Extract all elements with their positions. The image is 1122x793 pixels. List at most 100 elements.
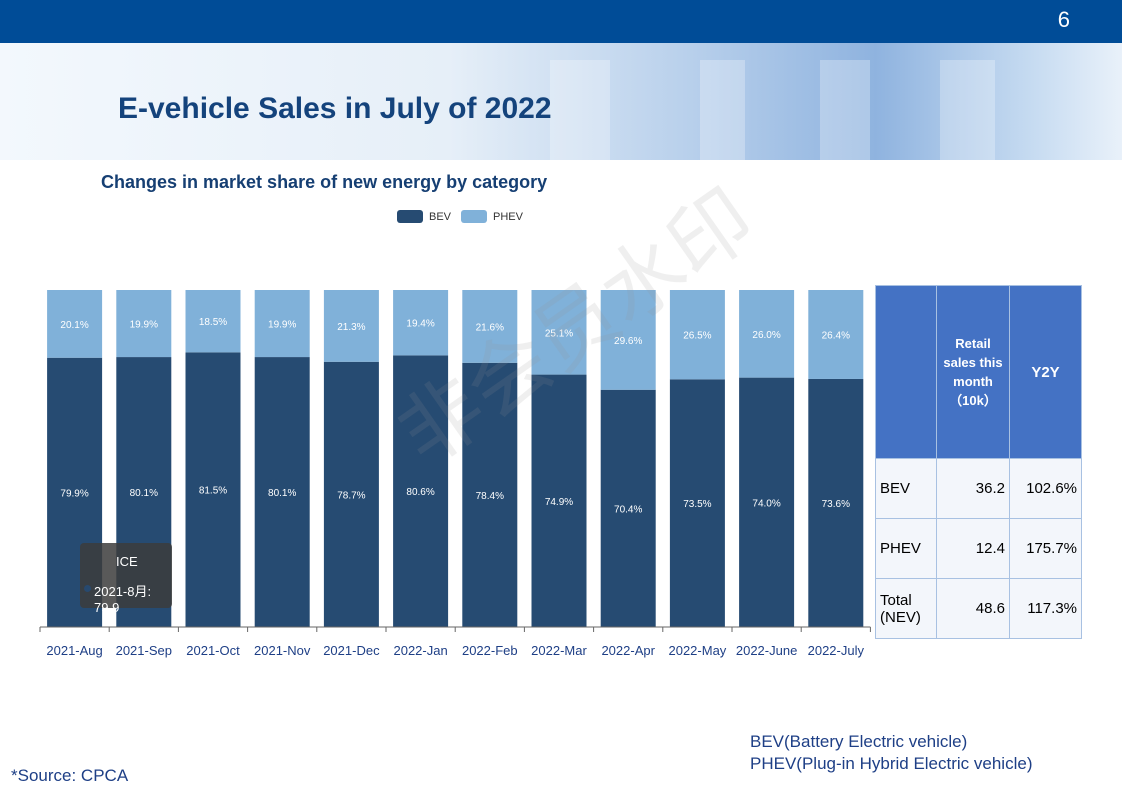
bar-phev[interactable] — [323, 290, 379, 362]
data-label-phev: 29.6% — [614, 336, 642, 347]
table-row: PHEV 12.4 175.7% — [875, 518, 1082, 579]
legend-label-phev: PHEV — [493, 210, 523, 223]
data-label-phev: 25.1% — [545, 328, 573, 339]
band-stripe — [940, 60, 995, 160]
x-tick-label: 2022-July — [808, 643, 865, 658]
row-sales: 48.6 — [936, 578, 1010, 639]
data-label-bev: 80.1% — [268, 488, 296, 499]
bar-phev[interactable] — [669, 290, 725, 380]
bar-bev[interactable] — [254, 357, 310, 627]
legend-item-bev[interactable]: BEV — [397, 210, 451, 223]
bar-phev[interactable] — [739, 290, 795, 378]
note-phev: PHEV(Plug-in Hybrid Electric vehicle) — [750, 754, 1033, 773]
x-tick-label: 2021-Dec — [323, 643, 380, 658]
data-label-bev: 70.4% — [614, 504, 642, 515]
data-label-phev: 26.4% — [822, 330, 850, 341]
tooltip-marker — [84, 585, 91, 592]
header-line: month — [953, 374, 993, 389]
row-sales: 36.2 — [936, 458, 1010, 519]
table-row: Total (NEV) 48.6 117.3% — [875, 578, 1082, 639]
x-tick-label: 2022-June — [736, 643, 797, 658]
data-label-bev: 80.6% — [406, 487, 434, 498]
data-label-bev: 78.4% — [476, 491, 504, 502]
title-band — [0, 43, 1122, 160]
tooltip-text: 2021-8月: 79.9 — [94, 584, 152, 615]
bar-phev[interactable] — [116, 290, 172, 358]
chart-title: Changes in market share of new energy by… — [101, 172, 548, 192]
legend-label-bev: BEV — [429, 210, 452, 223]
band-stripe — [820, 60, 870, 160]
bar-phev[interactable] — [600, 290, 656, 390]
legend-item-phev[interactable]: PHEV — [461, 210, 523, 223]
top-bar: 6 — [0, 0, 1122, 43]
data-label-phev: 26.0% — [752, 330, 780, 341]
header-line: （10k） — [949, 393, 997, 408]
x-tick-label: 2021-Aug — [46, 643, 102, 658]
x-tick-label: 2021-Oct — [186, 643, 240, 658]
x-tick-label: 2022-Jan — [393, 643, 447, 658]
row-y2y: 102.6% — [1009, 458, 1082, 519]
data-label-phev: 19.4% — [406, 319, 434, 330]
x-tick-label: 2021-Sep — [116, 643, 172, 658]
bar-phev[interactable] — [254, 290, 310, 358]
bar-bev[interactable] — [600, 389, 656, 627]
legend-swatch-bev — [397, 210, 423, 223]
bar-phev[interactable] — [47, 290, 103, 358]
bar-phev[interactable] — [808, 290, 864, 379]
bar-bev[interactable] — [669, 379, 725, 627]
data-label-phev: 20.1% — [60, 320, 88, 331]
data-label-phev: 18.5% — [199, 317, 227, 328]
bar-phev[interactable] — [462, 290, 518, 363]
bar-bev[interactable] — [739, 377, 795, 627]
table-header-blank — [875, 285, 937, 459]
data-label-phev: 21.3% — [337, 322, 365, 333]
x-tick-label: 2022-Feb — [462, 643, 518, 658]
table-header-row: Retail sales this month （10k） Y2Y — [875, 285, 1082, 459]
abbreviation-notes: BEV(Battery Electric vehicle) PHEV(Plug-… — [750, 731, 1032, 775]
page-title: E-vehicle Sales in July of 2022 — [118, 92, 552, 125]
header-line: sales this — [943, 355, 1003, 370]
bar-phev[interactable] — [393, 290, 449, 356]
band-stripe — [700, 60, 745, 160]
page-number: 6 — [1057, 7, 1070, 32]
row-label: PHEV — [875, 518, 937, 579]
data-label-bev: 79.9% — [60, 488, 88, 499]
data-label-phev: 21.6% — [476, 322, 504, 333]
tooltip-title: ICE — [116, 554, 138, 569]
row-sales: 12.4 — [936, 518, 1010, 579]
sales-table: Retail sales this month （10k） Y2Y BEV 36… — [875, 285, 1082, 639]
bar-phev[interactable] — [185, 290, 241, 353]
row-y2y: 175.7% — [1009, 518, 1082, 579]
note-bev: BEV(Battery Electric vehicle) — [750, 732, 968, 751]
data-label-bev: 78.7% — [337, 490, 365, 501]
x-tick-label: 2022-Apr — [601, 643, 655, 658]
legend-swatch-phev — [461, 210, 488, 223]
stacked-bar-chart: 79.9% 20.1% 2021-Aug 80.1% 19.9% 2021-Sep 81.5… — [39, 290, 871, 658]
bar-bev[interactable] — [531, 374, 587, 627]
data-label-phev: 26.5% — [683, 331, 711, 342]
bar-bev[interactable] — [462, 362, 518, 627]
data-label-bev: 74.9% — [545, 497, 573, 508]
table-header-sales: Retail sales this month （10k） — [936, 285, 1010, 459]
row-label: Total (NEV) — [875, 578, 937, 639]
table-header-y2y: Y2Y — [1009, 285, 1082, 459]
x-tick-label: 2021-Nov — [254, 643, 311, 658]
bar-bev[interactable] — [323, 361, 379, 627]
data-label-bev: 74.0% — [752, 498, 780, 509]
bar-bev[interactable] — [808, 378, 864, 627]
data-label-phev: 19.9% — [268, 320, 296, 331]
bar-bev[interactable] — [185, 352, 241, 627]
source-note: *Source: CPCA — [11, 766, 129, 785]
x-tick-label: 2022-Mar — [531, 643, 587, 658]
chart-tooltip: ICE 2021-8月: 79.9 — [80, 543, 172, 615]
bar-phev[interactable] — [531, 290, 587, 375]
data-label-bev: 73.5% — [683, 499, 711, 510]
row-label-line: Total — [880, 591, 912, 609]
data-label-bev: 81.5% — [199, 486, 227, 497]
chart-legend: BEV PHEV — [397, 210, 533, 223]
table-row: BEV 36.2 102.6% — [875, 458, 1082, 519]
bar-bev[interactable] — [393, 355, 449, 627]
header-line: Retail — [955, 336, 991, 351]
data-label-bev: 73.6% — [822, 499, 850, 510]
row-label-line: (NEV) — [880, 608, 921, 626]
